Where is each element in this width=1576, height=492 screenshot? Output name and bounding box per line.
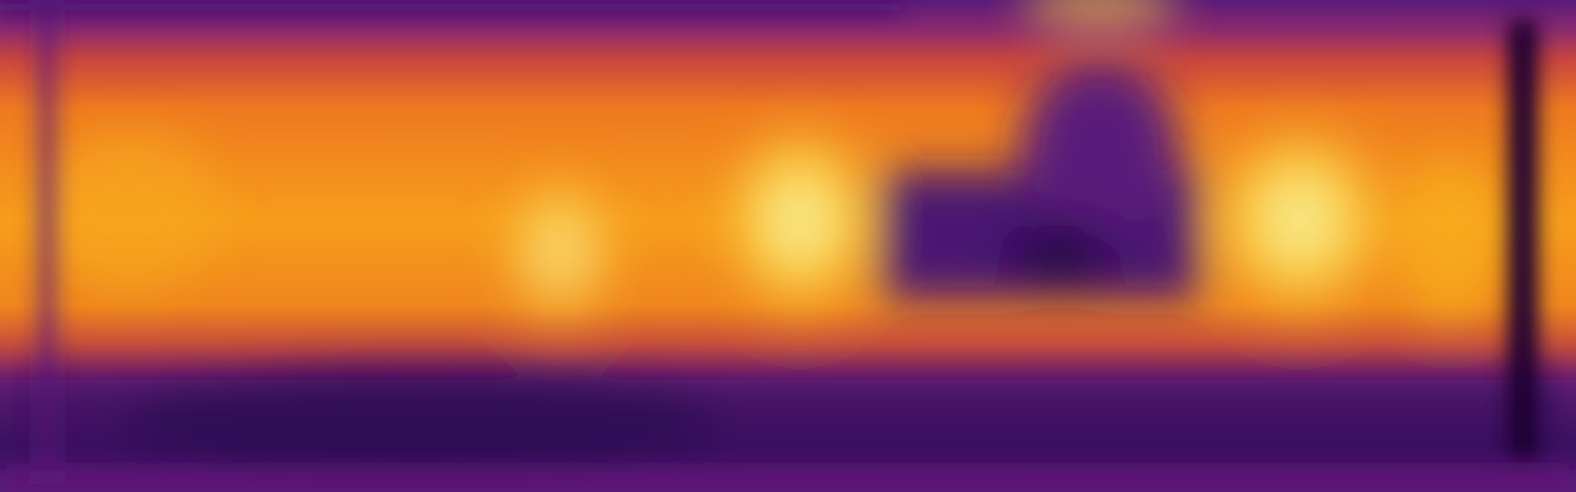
hot-region-1 — [710, 110, 890, 330]
hot-region-6 — [1020, 0, 1180, 25]
left-dark-stripe — [36, 0, 58, 492]
hot-region-5 — [1400, 160, 1500, 320]
right-dark-stripe — [1508, 20, 1538, 460]
cold-region-core — [970, 205, 1150, 305]
bottom-edge — [0, 470, 1576, 492]
hot-region-2 — [490, 160, 630, 340]
hot-region-3 — [40, 130, 220, 290]
hot-region-4 — [1200, 110, 1400, 330]
cold-region-head — [1020, 60, 1180, 240]
top-dark-band — [0, 0, 900, 14]
cold-region-bottom-2 — [120, 370, 720, 470]
